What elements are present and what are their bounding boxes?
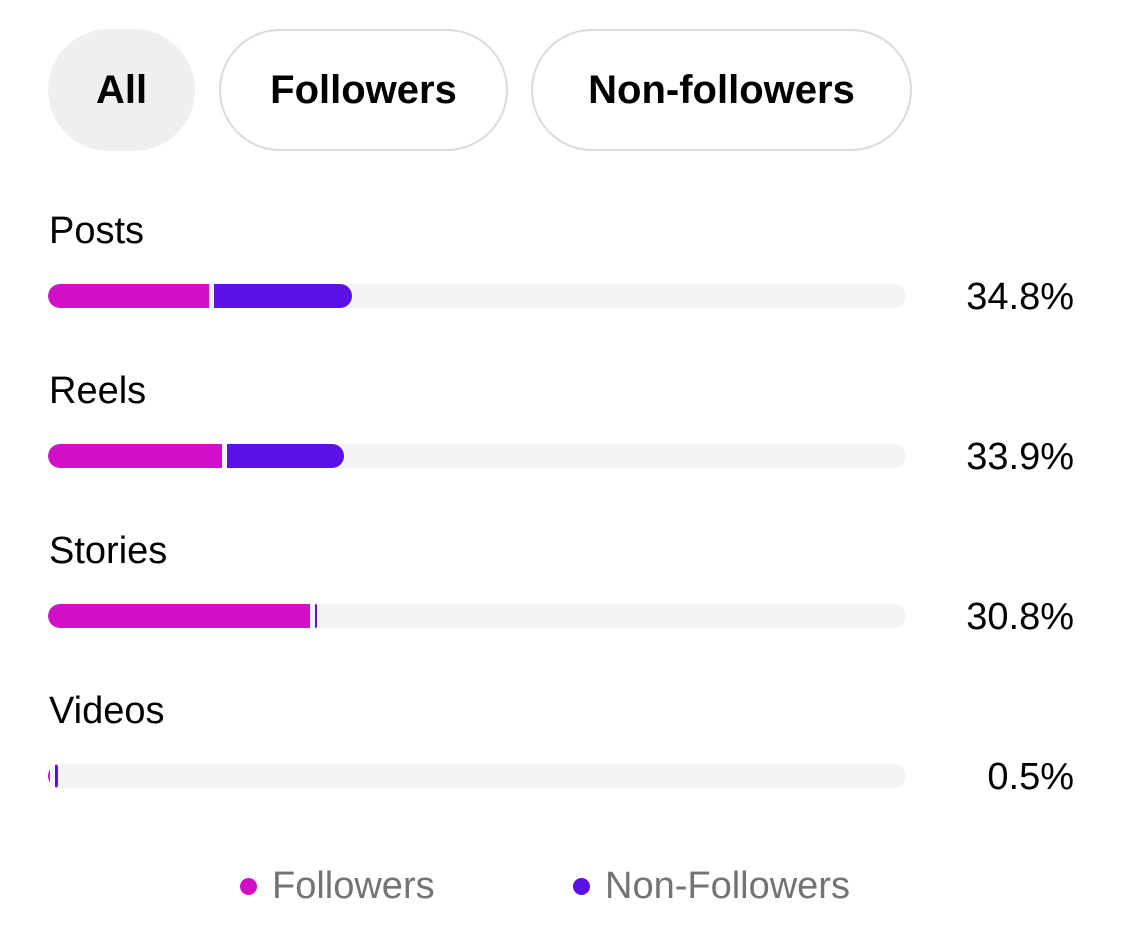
filter-non-followers-chip[interactable]: Non-followers [531, 29, 912, 151]
total-percent-label: 34.8% [966, 276, 1074, 318]
bar-track [48, 284, 906, 308]
filter-all-chip[interactable]: All [48, 29, 195, 151]
bar-track [48, 604, 906, 628]
filter-all-label: All [95, 67, 148, 112]
chart-row-stories: Stories 30.8% [0, 529, 1124, 689]
bar-track [48, 764, 906, 788]
category-label: Posts [49, 210, 145, 252]
legend-item-followers: Followers [240, 862, 435, 910]
total-percent-label: 33.9% [966, 436, 1074, 478]
bar-segment-followers [48, 444, 223, 468]
bar-segment-non-followers [314, 604, 318, 628]
chart-row-reels: Reels 33.9% [0, 369, 1124, 529]
filter-followers-label: Followers [270, 67, 457, 112]
legend-item-non-followers: Non-Followers [573, 862, 850, 910]
bar-segment-non-followers [227, 444, 344, 468]
bar-segment-non-followers [55, 764, 58, 788]
total-percent-label: 30.8% [966, 596, 1074, 638]
bar-segment-followers [48, 604, 310, 628]
filter-non-followers-label: Non-followers [588, 67, 855, 112]
chart-row-posts: Posts 34.8% [0, 209, 1124, 369]
category-label: Stories [49, 530, 168, 572]
legend-label-followers: Followers [272, 865, 435, 907]
legend-dot-followers [240, 877, 257, 895]
bar-track [48, 444, 906, 468]
filter-followers-chip[interactable]: Followers [219, 29, 508, 151]
category-label: Reels [49, 370, 147, 412]
chart-row-videos: Videos 0.5% [0, 689, 1124, 849]
legend-label-non-followers: Non-Followers [605, 865, 850, 907]
bar-segment-followers [48, 284, 210, 308]
category-label: Videos [49, 690, 165, 732]
chart-legend: Followers Non-Followers [0, 862, 1124, 912]
bar-segment-followers [48, 764, 50, 788]
bar-segment-non-followers [214, 284, 352, 308]
legend-dot-non-followers [573, 877, 590, 895]
total-percent-label: 0.5% [987, 756, 1074, 798]
